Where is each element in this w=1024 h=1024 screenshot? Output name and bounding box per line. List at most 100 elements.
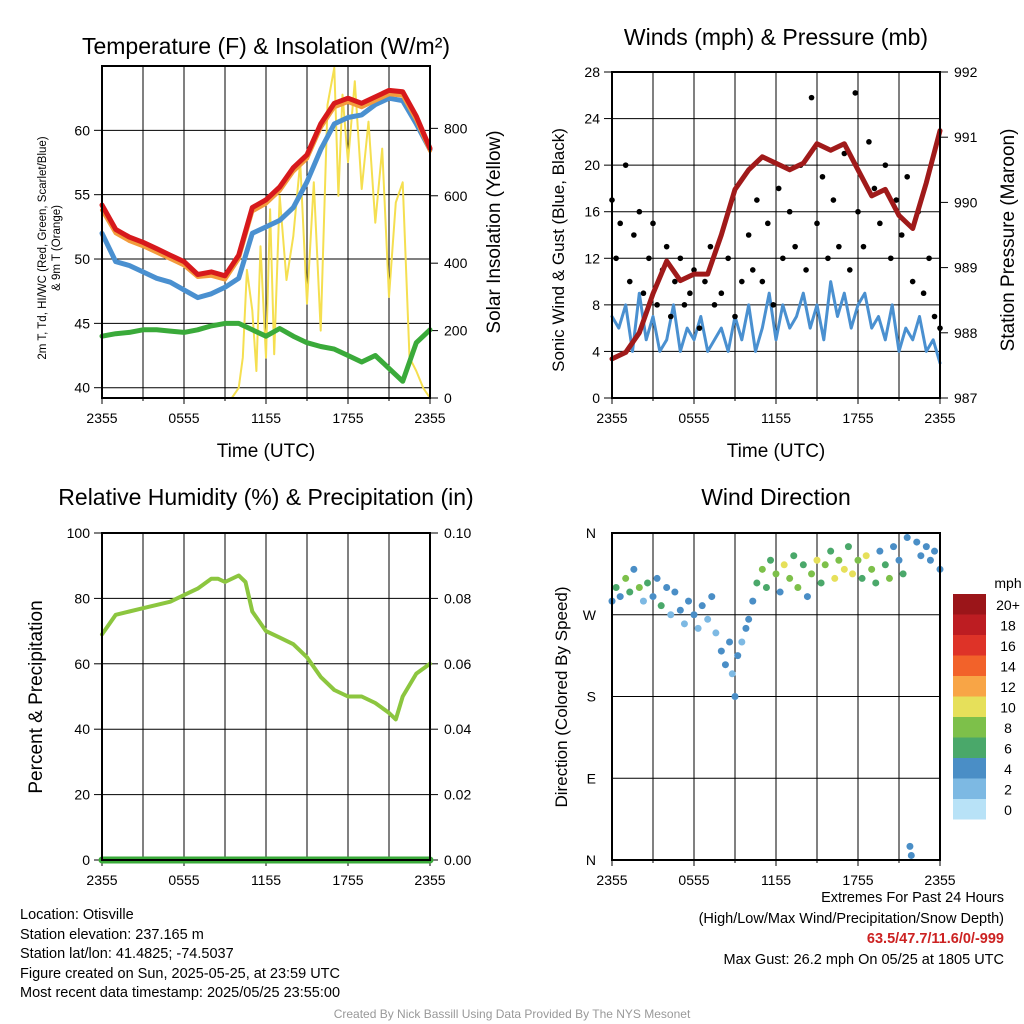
panel-3: Relative Humidity (%) & Precipitation (i…: [26, 484, 474, 888]
gust-point: [749, 267, 756, 273]
x-tick-label: 0555: [168, 872, 199, 888]
legend-swatch: [953, 696, 986, 717]
wind-direction-point: [926, 556, 934, 564]
gust-point: [640, 290, 647, 297]
gust-point: [646, 255, 652, 262]
wind-direction-point: [817, 579, 825, 587]
y-tick-label: 40: [74, 721, 90, 737]
x-tick-label: 1155: [761, 410, 791, 426]
wind-direction-point: [657, 602, 665, 610]
legend-label: 20+: [996, 597, 1020, 613]
wind-direction-point: [728, 670, 736, 678]
gust-point: [681, 302, 688, 308]
gust-point: [691, 267, 697, 273]
wind-direction-point: [868, 565, 876, 573]
gust-point: [631, 232, 637, 238]
x-tick-label: 2355: [414, 872, 445, 888]
y-tick-label: 4: [592, 343, 600, 359]
x-tick-label: 2355: [596, 410, 627, 426]
y-tick-label: 12: [584, 250, 600, 266]
wind-direction-point: [827, 547, 835, 555]
credit-footer: Created By Nick Bassill Using Data Provi…: [333, 1007, 691, 1021]
plot-frame: [611, 532, 941, 861]
plot-frame: [101, 532, 431, 861]
wind-direction-point: [890, 543, 898, 551]
wind-direction-point: [885, 574, 893, 582]
y2-tick-label: 991: [954, 129, 978, 145]
wind-direction-point: [917, 552, 925, 560]
y2-tick-label: 0.06: [444, 656, 471, 672]
legend-swatch: [953, 614, 986, 635]
y-tick-label: 8: [592, 297, 600, 313]
gust-point: [672, 278, 678, 285]
wind-direction-point: [753, 579, 761, 587]
extremes-values: 63.5/47.7/11.6/0/-999: [866, 931, 1004, 947]
legend-swatch: [953, 594, 986, 615]
wind-direction-point: [794, 584, 802, 591]
gust-point: [830, 197, 837, 203]
wind-direction-point: [721, 661, 729, 669]
station-info: Location: Otisville Station elevation: 2…: [20, 906, 340, 1004]
wind-direction-point: [667, 611, 675, 619]
gust-point: [904, 173, 910, 180]
relative-humidity-line: [100, 573, 432, 722]
gust-point: [855, 208, 861, 215]
gust-point: [898, 232, 905, 238]
wind-direction-point: [780, 561, 788, 569]
y-tick-label: W: [583, 607, 597, 623]
x-tick-label: 1155: [251, 410, 281, 426]
y-axis-label: Sonic Wind & Gust (Blue, Black): [549, 128, 568, 372]
wind-direction-point: [931, 547, 939, 555]
y2-tick-label: 0.08: [444, 590, 471, 606]
solar-insolation-line: [101, 66, 431, 399]
wind-direction-point: [849, 570, 857, 578]
wind-direction-point: [840, 565, 848, 573]
wind-direction-point: [813, 556, 821, 564]
gust-point: [687, 290, 693, 297]
gust-point: [926, 255, 932, 262]
wind-direction-point: [717, 647, 725, 655]
legend-swatch: [953, 676, 986, 697]
wind-direction-point: [630, 565, 638, 573]
x-tick-label: 2355: [924, 410, 955, 426]
legend-swatch: [953, 758, 986, 779]
wind-direction-point: [854, 556, 862, 564]
gust-point: [696, 325, 703, 331]
legend-swatch: [953, 717, 986, 738]
x-tick-label: 1755: [332, 410, 363, 426]
x-tick-label: 1755: [842, 872, 873, 888]
y2-tick-label: 200: [444, 323, 468, 339]
gust-point: [745, 232, 752, 238]
wind-direction-point: [639, 597, 647, 605]
wind-direction-point: [644, 579, 652, 587]
gust-point: [792, 243, 798, 250]
wind-direction-point: [906, 842, 914, 850]
x-tick-label: 2355: [86, 872, 117, 888]
y2-tick-label: 988: [954, 325, 978, 341]
extremes-title: Extremes For Past 24 Hours: [821, 890, 1004, 906]
gust-point: [770, 302, 777, 308]
y-axis-label: Percent & Precipitation: [26, 600, 47, 793]
legend-swatch: [953, 799, 986, 820]
x-tick-label: 2355: [924, 872, 955, 888]
wind-direction-point: [612, 584, 620, 591]
wind-direction-point: [742, 624, 750, 632]
wind-direction-point: [731, 693, 739, 700]
wind-direction-point: [762, 584, 770, 591]
y-tick-label: 0: [82, 852, 90, 868]
gust-point: [765, 220, 771, 227]
wind-direction-point: [671, 588, 679, 596]
wind-direction-point: [922, 543, 930, 551]
y2-tick-label: 800: [444, 120, 468, 136]
x-axis-label: Time (UTC): [217, 441, 316, 462]
gust-point: [877, 220, 883, 227]
gust-point: [739, 278, 745, 285]
extremes-box: Extremes For Past 24 Hours (High/Low/Max…: [699, 888, 1004, 970]
y-axis-label: 2m T, Td, HI/WC (Red, Green, Scarlet/Blu…: [37, 136, 49, 359]
gust-point: [841, 150, 848, 157]
y-tick-label: 20: [74, 787, 90, 803]
gust-point: [931, 313, 938, 320]
gust-point: [909, 278, 916, 285]
wind-direction-point: [758, 565, 766, 573]
